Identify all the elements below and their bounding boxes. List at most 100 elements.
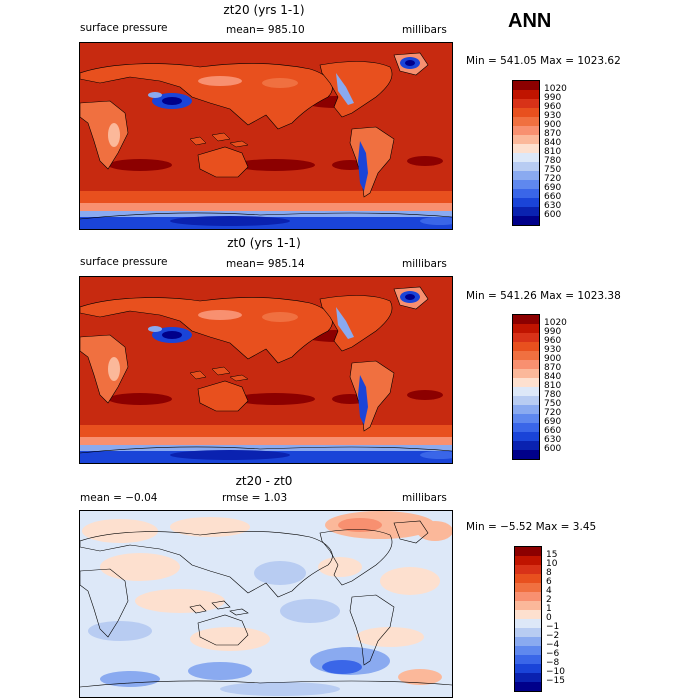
colorbar-swatch xyxy=(513,396,539,405)
colorbar-label: 780 xyxy=(544,155,562,166)
colorbar-swatch xyxy=(513,423,539,432)
colorbar-label: 660 xyxy=(544,425,562,436)
colorbar-swatch xyxy=(513,198,539,207)
season-label: ANN xyxy=(508,10,552,32)
colorbar-label: 690 xyxy=(544,182,562,193)
panel-1-colorbar xyxy=(512,80,540,226)
panel-3-minmax: Min = −5.52 Max = 3.45 xyxy=(466,521,597,533)
panel-3-units: millibars xyxy=(402,492,447,504)
colorbar-swatch xyxy=(513,369,539,378)
colorbar-swatch xyxy=(515,556,541,565)
colorbar-swatch xyxy=(515,664,541,673)
panel-2-title: zt0 (yrs 1-1) xyxy=(227,236,301,250)
panel-3-rmse: rmse = 1.03 xyxy=(222,492,288,504)
colorbar-swatch xyxy=(513,153,539,162)
panel-3-colorbar-labels: 15 10 8 6 4 2 1 0 −1 −2 −4 −6 −8 −10 −15 xyxy=(546,546,586,690)
panel-2-units: millibars xyxy=(402,258,447,270)
colorbar-label: 660 xyxy=(544,191,562,202)
colorbar-swatch xyxy=(513,333,539,342)
panel-1-mean: mean= 985.10 xyxy=(226,24,305,36)
colorbar-label: −2 xyxy=(546,630,560,641)
colorbar-swatch xyxy=(513,144,539,153)
colorbar-label: 630 xyxy=(544,434,562,445)
colorbar-label: 840 xyxy=(544,371,562,382)
panel-2-minmax: Min = 541.26 Max = 1023.38 xyxy=(466,290,621,302)
colorbar-swatch xyxy=(513,360,539,369)
colorbar-label: 10 xyxy=(546,558,558,569)
panel-2-colorbar xyxy=(512,314,540,460)
colorbar-swatch xyxy=(515,646,541,655)
panel-1-minmax: Min = 541.05 Max = 1023.62 xyxy=(466,55,621,67)
colorbar-label: −10 xyxy=(546,666,565,677)
colorbar-label: 750 xyxy=(544,164,562,175)
colorbar-label: 0 xyxy=(546,612,552,623)
colorbar-label: 960 xyxy=(544,335,562,346)
colorbar-swatch xyxy=(515,583,541,592)
colorbar-swatch xyxy=(513,207,539,216)
colorbar-swatch xyxy=(513,171,539,180)
colorbar-label: 1 xyxy=(546,603,552,614)
panel-1-colorbar-labels: 1020 990 960 930 900 870 840 810 780 750 720 690 660… xyxy=(544,80,584,224)
colorbar-swatch xyxy=(515,601,541,610)
colorbar-label: 900 xyxy=(544,353,562,364)
panel-1-variable: surface pressure xyxy=(80,22,168,34)
colorbar-swatch xyxy=(515,547,541,556)
colorbar-label: −6 xyxy=(546,648,560,659)
colorbar-swatch xyxy=(513,342,539,351)
colorbar-label: 720 xyxy=(544,407,562,418)
colorbar-label: 960 xyxy=(544,101,562,112)
colorbar-label: −15 xyxy=(546,675,565,686)
colorbar-label: −8 xyxy=(546,657,560,668)
colorbar-label: 990 xyxy=(544,326,562,337)
colorbar-label: 870 xyxy=(544,362,562,373)
colorbar-swatch xyxy=(513,117,539,126)
colorbar-label: 810 xyxy=(544,380,562,391)
panel-1-units: millibars xyxy=(402,24,447,36)
colorbar-label: 840 xyxy=(544,137,562,148)
colorbar-label: 780 xyxy=(544,389,562,400)
colorbar-label: −1 xyxy=(546,621,560,632)
colorbar-label: 1020 xyxy=(544,83,567,94)
panel-2-mean: mean= 985.14 xyxy=(226,258,305,270)
colorbar-swatch xyxy=(513,162,539,171)
colorbar-swatch xyxy=(515,673,541,682)
colorbar-swatch xyxy=(515,637,541,646)
colorbar-label: 930 xyxy=(544,110,562,121)
panel-2-variable: surface pressure xyxy=(80,256,168,268)
colorbar-swatch xyxy=(515,682,541,691)
colorbar-label: 810 xyxy=(544,146,562,157)
colorbar-swatch xyxy=(513,216,539,225)
colorbar-swatch xyxy=(513,99,539,108)
colorbar-label: 8 xyxy=(546,567,552,578)
colorbar-swatch xyxy=(513,405,539,414)
panel-3-colorbar xyxy=(514,546,542,692)
colorbar-swatch xyxy=(513,189,539,198)
colorbar-label: 15 xyxy=(546,549,558,560)
colorbar-swatch xyxy=(515,619,541,628)
colorbar-swatch xyxy=(515,592,541,601)
colorbar-label: 4 xyxy=(546,585,552,596)
colorbar-swatch xyxy=(513,126,539,135)
colorbar-swatch xyxy=(515,574,541,583)
colorbar-label: 990 xyxy=(544,92,562,103)
colorbar-swatch xyxy=(513,108,539,117)
colorbar-swatch xyxy=(513,432,539,441)
panel-2-map xyxy=(79,276,453,464)
colorbar-swatch xyxy=(513,378,539,387)
panel-3-map xyxy=(79,510,453,698)
colorbar-label: 1020 xyxy=(544,317,567,328)
colorbar-swatch xyxy=(513,414,539,423)
colorbar-swatch xyxy=(515,610,541,619)
colorbar-label: 870 xyxy=(544,128,562,139)
panel-1-map xyxy=(79,42,453,230)
colorbar-swatch xyxy=(513,315,539,324)
colorbar-label: 600 xyxy=(544,209,562,220)
colorbar-swatch xyxy=(513,90,539,99)
colorbar-swatch xyxy=(513,450,539,459)
colorbar-label: 690 xyxy=(544,416,562,427)
colorbar-label: 630 xyxy=(544,200,562,211)
colorbar-swatch xyxy=(515,655,541,664)
colorbar-swatch xyxy=(513,324,539,333)
colorbar-swatch xyxy=(513,351,539,360)
colorbar-label: 6 xyxy=(546,576,552,587)
